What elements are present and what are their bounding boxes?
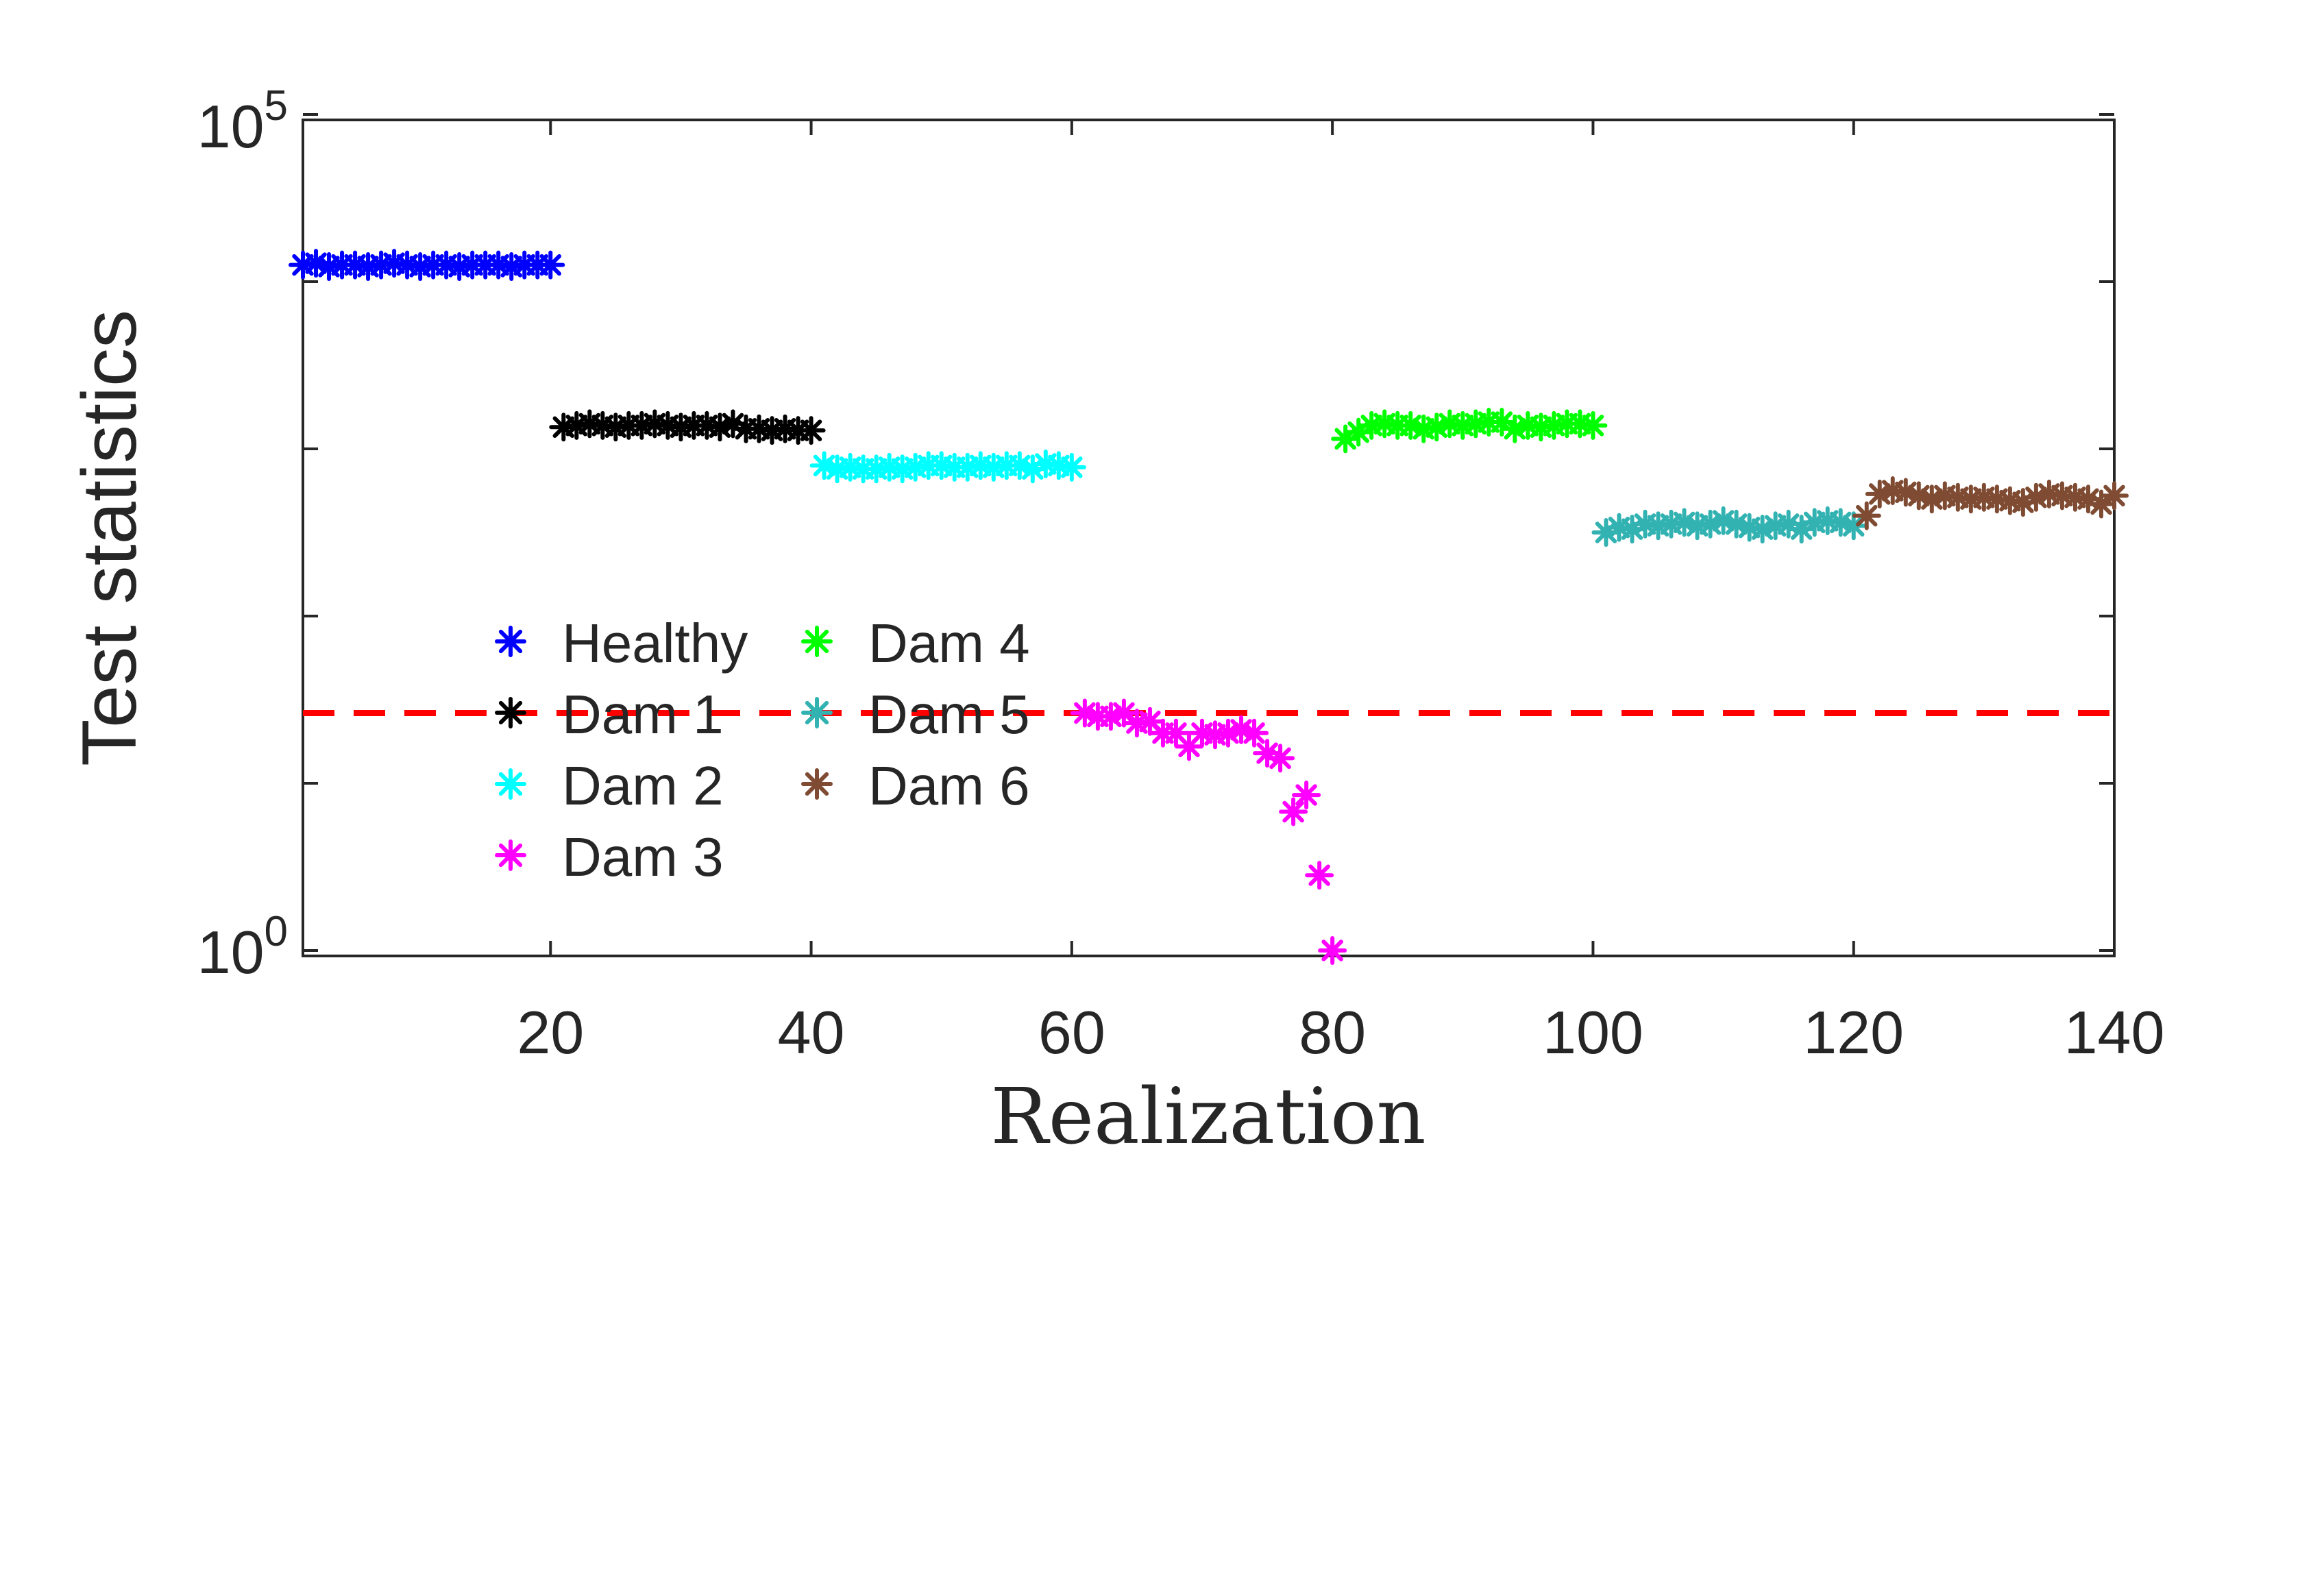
data-point bbox=[2100, 481, 2129, 511]
data-point bbox=[796, 416, 826, 445]
legend-label: Dam 4 bbox=[868, 613, 1030, 674]
y-axis: 100 105 bbox=[197, 82, 2114, 986]
legend-label: Dam 3 bbox=[562, 826, 724, 887]
x-tick-label: 60 bbox=[1038, 998, 1105, 1066]
data-point bbox=[1057, 452, 1086, 482]
legend-label: Dam 6 bbox=[868, 755, 1030, 816]
legend-label: Dam 5 bbox=[868, 684, 1030, 745]
data-point bbox=[1161, 718, 1190, 748]
y-tick-label-low: 100 bbox=[197, 908, 288, 986]
data-point bbox=[536, 250, 565, 280]
x-axis-label: Realization bbox=[990, 1072, 1426, 1162]
x-axis: 20 40 60 80 100 120 140 bbox=[517, 120, 2164, 1066]
data-point bbox=[1292, 781, 1321, 810]
data-point bbox=[1305, 861, 1334, 890]
x-tick-label: 80 bbox=[1299, 998, 1366, 1066]
legend: Healthy Dam 1 Dam 2 Dam 3 Dam 4 Dam 5 Dam 6 bbox=[495, 613, 1030, 887]
x-tick-label: 40 bbox=[778, 998, 845, 1066]
series-dam-4 bbox=[1331, 407, 1608, 454]
data-point bbox=[1318, 936, 1347, 965]
series-dam-1 bbox=[549, 409, 826, 445]
series-dam-3 bbox=[1070, 698, 1347, 965]
x-tick-label: 100 bbox=[1543, 998, 1643, 1066]
data-point bbox=[1266, 744, 1295, 773]
data-point bbox=[1135, 707, 1164, 736]
series-dam-2 bbox=[809, 449, 1086, 484]
y-axis-label: Test statistics bbox=[66, 310, 152, 766]
y-tick-label-high: 105 bbox=[197, 82, 288, 160]
legend-label: Dam 2 bbox=[562, 755, 724, 816]
legend-marker bbox=[495, 839, 526, 871]
legend-marker bbox=[801, 626, 833, 657]
series-dam-5 bbox=[1591, 506, 1868, 547]
data-point bbox=[1240, 718, 1269, 748]
legend-marker bbox=[801, 768, 833, 800]
x-tick-label: 20 bbox=[517, 998, 584, 1066]
axes-box bbox=[302, 119, 2116, 957]
legend-marker bbox=[801, 697, 833, 728]
data-point bbox=[1578, 410, 1608, 440]
legend-label: Dam 1 bbox=[562, 684, 724, 745]
series-dam-6 bbox=[1852, 476, 2129, 530]
plot-area: 20 40 60 80 100 120 140 100 105 bbox=[197, 82, 2165, 1066]
series-layer bbox=[289, 249, 2129, 965]
data-point bbox=[1279, 797, 1308, 826]
series-healthy bbox=[289, 249, 565, 282]
legend-marker bbox=[495, 626, 526, 657]
x-tick-label: 120 bbox=[1803, 998, 1904, 1066]
data-point bbox=[1852, 501, 1881, 530]
legend-label: Healthy bbox=[562, 613, 748, 674]
legend-marker bbox=[495, 768, 526, 800]
legend-marker bbox=[495, 697, 526, 728]
x-tick-label: 140 bbox=[2064, 998, 2165, 1066]
